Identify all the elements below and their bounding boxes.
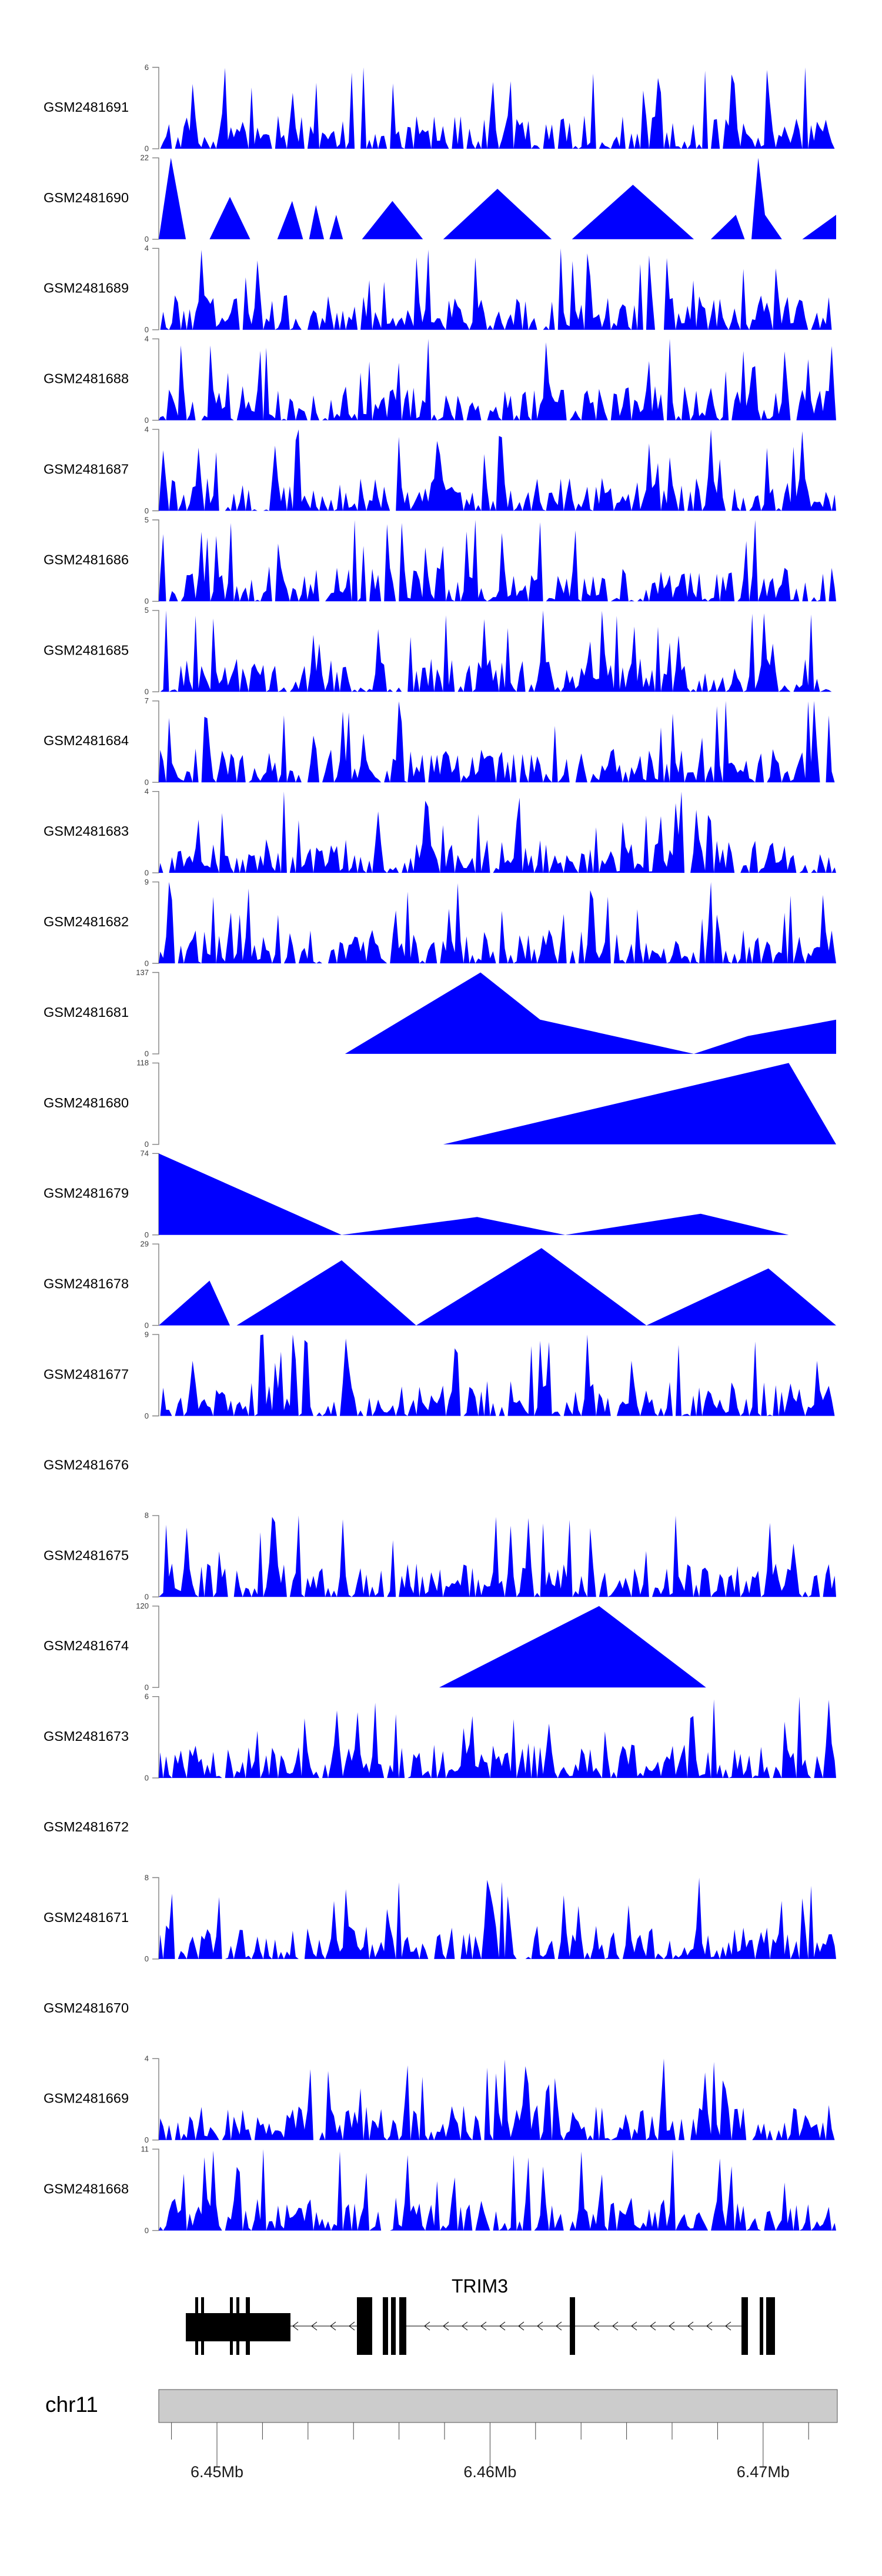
svg-text:GSM2481677: GSM2481677 bbox=[44, 1367, 129, 1382]
svg-text:chr11: chr11 bbox=[45, 2393, 98, 2417]
svg-text:0: 0 bbox=[145, 506, 149, 515]
svg-text:6.46Mb: 6.46Mb bbox=[463, 2463, 516, 2481]
svg-text:4: 4 bbox=[145, 2054, 149, 2063]
svg-text:0: 0 bbox=[145, 1049, 149, 1058]
svg-text:9: 9 bbox=[145, 877, 149, 886]
svg-text:6.45Mb: 6.45Mb bbox=[191, 2463, 243, 2481]
svg-text:GSM2481682: GSM2481682 bbox=[44, 914, 129, 929]
svg-text:GSM2481686: GSM2481686 bbox=[44, 552, 129, 567]
svg-text:GSM2481690: GSM2481690 bbox=[44, 190, 129, 205]
svg-text:0: 0 bbox=[145, 235, 149, 243]
svg-text:0: 0 bbox=[145, 1773, 149, 1782]
svg-text:GSM2481676: GSM2481676 bbox=[44, 1457, 129, 1472]
svg-text:118: 118 bbox=[136, 1059, 149, 1067]
svg-text:0: 0 bbox=[145, 144, 149, 153]
svg-text:7: 7 bbox=[145, 696, 149, 705]
svg-text:6: 6 bbox=[145, 63, 149, 72]
svg-text:4: 4 bbox=[145, 244, 149, 253]
svg-text:GSM2481669: GSM2481669 bbox=[44, 2091, 129, 2106]
svg-text:4: 4 bbox=[145, 335, 149, 343]
svg-text:0: 0 bbox=[145, 1412, 149, 1420]
svg-text:GSM2481685: GSM2481685 bbox=[44, 642, 129, 658]
svg-text:0: 0 bbox=[145, 325, 149, 334]
svg-text:GSM2481678: GSM2481678 bbox=[44, 1276, 129, 1292]
svg-text:GSM2481675: GSM2481675 bbox=[44, 1547, 129, 1563]
svg-text:5: 5 bbox=[145, 515, 149, 524]
svg-text:0: 0 bbox=[145, 959, 149, 967]
svg-text:0: 0 bbox=[145, 2226, 149, 2235]
svg-text:22: 22 bbox=[141, 154, 149, 162]
svg-text:8: 8 bbox=[145, 1511, 149, 1520]
svg-text:5: 5 bbox=[145, 606, 149, 615]
svg-text:29: 29 bbox=[141, 1240, 149, 1249]
svg-text:GSM2481670: GSM2481670 bbox=[44, 2000, 129, 2016]
svg-text:0: 0 bbox=[145, 2135, 149, 2144]
svg-text:0: 0 bbox=[145, 416, 149, 425]
svg-text:6: 6 bbox=[145, 1692, 149, 1701]
svg-text:9: 9 bbox=[145, 1330, 149, 1339]
svg-text:GSM2481668: GSM2481668 bbox=[44, 2181, 129, 2197]
svg-text:4: 4 bbox=[145, 787, 149, 796]
svg-text:0: 0 bbox=[145, 1683, 149, 1692]
svg-text:GSM2481689: GSM2481689 bbox=[44, 281, 129, 296]
svg-text:6.47Mb: 6.47Mb bbox=[737, 2463, 790, 2481]
svg-text:4: 4 bbox=[145, 425, 149, 433]
svg-text:0: 0 bbox=[145, 1321, 149, 1330]
svg-text:GSM2481691: GSM2481691 bbox=[44, 99, 129, 115]
svg-text:0: 0 bbox=[145, 1954, 149, 1963]
svg-text:0: 0 bbox=[145, 688, 149, 696]
svg-text:TRIM3: TRIM3 bbox=[452, 2275, 508, 2297]
svg-text:GSM2481683: GSM2481683 bbox=[44, 823, 129, 839]
svg-text:GSM2481681: GSM2481681 bbox=[44, 1005, 129, 1020]
svg-text:0: 0 bbox=[145, 597, 149, 606]
svg-text:GSM2481671: GSM2481671 bbox=[44, 1910, 129, 1925]
svg-text:GSM2481687: GSM2481687 bbox=[44, 462, 129, 477]
svg-text:11: 11 bbox=[141, 2145, 149, 2154]
svg-text:137: 137 bbox=[136, 968, 149, 977]
svg-text:GSM2481679: GSM2481679 bbox=[44, 1186, 129, 1201]
svg-text:GSM2481688: GSM2481688 bbox=[44, 371, 129, 386]
svg-text:0: 0 bbox=[145, 1593, 149, 1601]
svg-text:8: 8 bbox=[145, 1873, 149, 1882]
svg-text:0: 0 bbox=[145, 778, 149, 787]
svg-text:GSM2481672: GSM2481672 bbox=[44, 1819, 129, 1834]
svg-text:0: 0 bbox=[145, 1140, 149, 1149]
svg-text:GSM2481674: GSM2481674 bbox=[44, 1638, 129, 1653]
svg-text:74: 74 bbox=[141, 1149, 149, 1158]
svg-text:GSM2481680: GSM2481680 bbox=[44, 1095, 129, 1110]
svg-text:0: 0 bbox=[145, 1230, 149, 1239]
svg-text:0: 0 bbox=[145, 868, 149, 877]
svg-text:120: 120 bbox=[136, 1601, 149, 1610]
svg-text:GSM2481684: GSM2481684 bbox=[44, 733, 129, 748]
svg-text:GSM2481673: GSM2481673 bbox=[44, 1729, 129, 1744]
